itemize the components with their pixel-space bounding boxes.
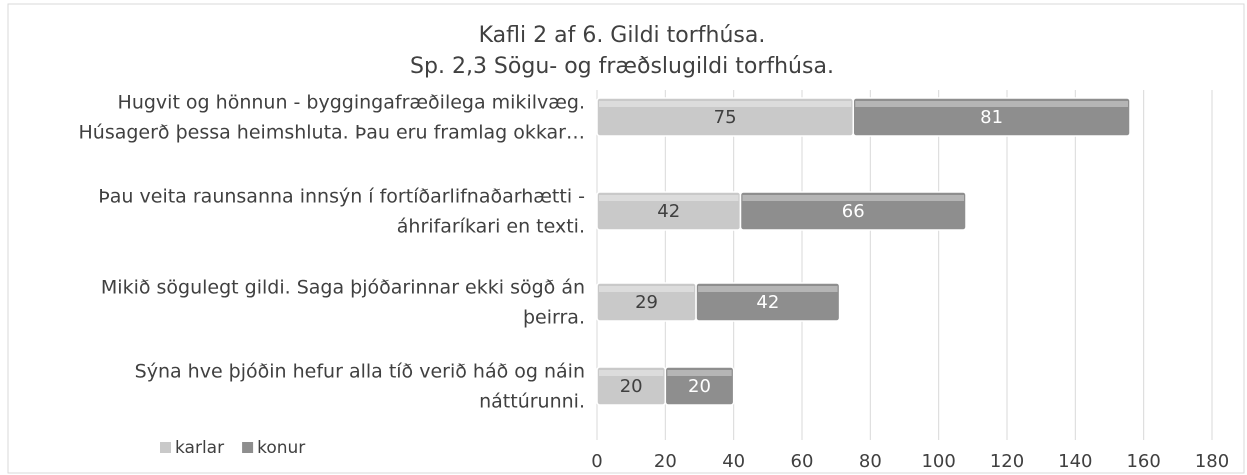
x-tick-label: 100	[921, 451, 955, 472]
bar-segment	[695, 282, 841, 322]
bar-highlight	[599, 286, 695, 292]
x-tick-label: 40	[722, 451, 745, 472]
bar-highlight	[599, 195, 739, 201]
data-label: 75	[714, 107, 737, 128]
category-label: Hugvit og hönnun - byggingafræðilega mik…	[118, 92, 585, 114]
x-tick-label: 160	[1126, 451, 1160, 472]
data-label: 42	[657, 201, 680, 222]
bar-highlight	[599, 101, 852, 107]
bar-highlight	[742, 195, 964, 201]
x-tick-label: 140	[1058, 451, 1092, 472]
data-label: 29	[635, 292, 658, 313]
bar-segment	[739, 191, 967, 231]
legend-label: konur	[257, 438, 305, 458]
category-label: Mikið sögulegt gildi. Saga þjóðarinnar e…	[101, 277, 585, 299]
x-tick-label: 180	[1195, 451, 1229, 472]
category-label: náttúrunni.	[479, 391, 585, 413]
x-tick-label: 20	[654, 451, 677, 472]
bar-highlight	[667, 370, 732, 376]
bar-highlight	[599, 370, 664, 376]
chart-title: Kafli 2 af 6. Gildi torfhúsa.	[479, 23, 766, 48]
data-label: 20	[620, 376, 643, 397]
category-label: Húsagerð þessa heimshluta. Þau eru framl…	[78, 122, 585, 144]
data-label: 66	[842, 201, 865, 222]
data-label: 81	[980, 107, 1003, 128]
bar-highlight	[855, 101, 1128, 107]
category-label: þeirra.	[523, 307, 585, 329]
data-label: 42	[756, 292, 779, 313]
bar-segment	[852, 97, 1131, 137]
bar-segment	[664, 366, 735, 406]
x-tick-label: 60	[791, 451, 814, 472]
x-tick-label: 80	[859, 451, 882, 472]
x-tick-label: 0	[591, 451, 602, 472]
category-label: Þau veita raunsanna innsýn í fortíðarlif…	[98, 186, 585, 208]
x-tick-label: 120	[990, 451, 1024, 472]
category-label: Sýna hve þjóðin hefur alla tíð verið háð…	[135, 361, 585, 383]
legend-swatch	[242, 442, 254, 453]
chart-subtitle: Sp. 2,3 Sögu- og fræðslugildi torfhúsa.	[410, 54, 834, 79]
category-label: áhrifaríkari en texti.	[397, 216, 585, 238]
data-label: 20	[688, 376, 711, 397]
bar-highlight	[698, 286, 838, 292]
legend-swatch	[160, 442, 171, 453]
legend-label: karlar	[175, 438, 224, 458]
